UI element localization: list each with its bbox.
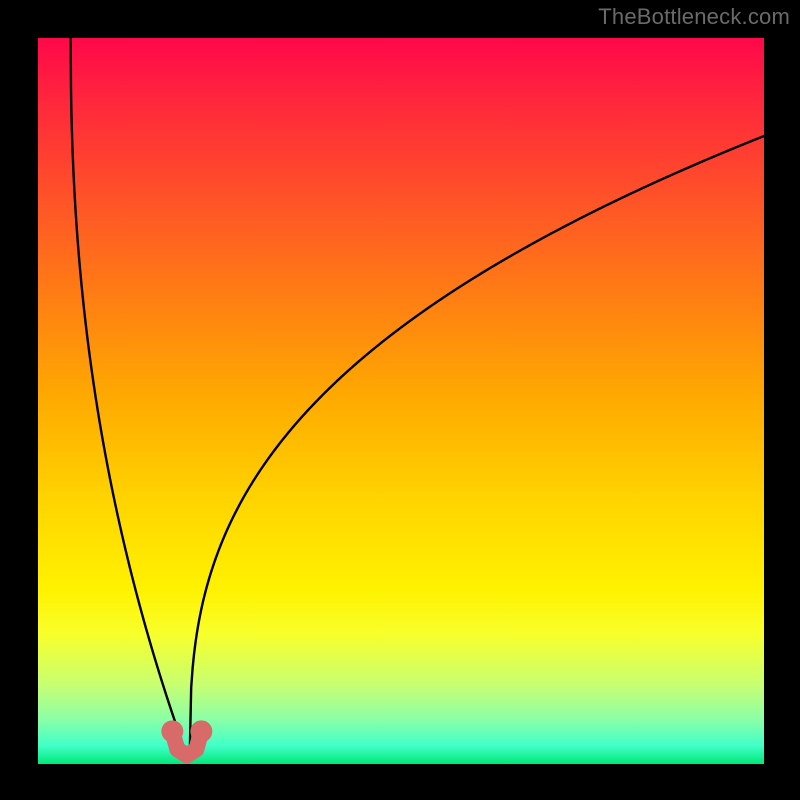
chart-svg (38, 38, 764, 764)
watermark-text: TheBottleneck.com (598, 4, 790, 30)
bottleneck-marker-dot (161, 720, 183, 742)
bottleneck-marker-dot (190, 720, 212, 742)
chart-plot-area (38, 38, 764, 764)
chart-background (38, 38, 764, 764)
